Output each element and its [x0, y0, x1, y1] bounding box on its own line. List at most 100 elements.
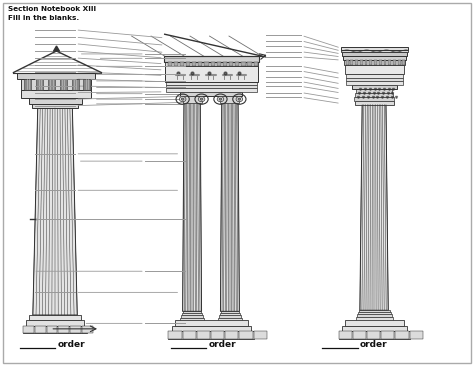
Bar	[359, 310, 390, 312]
Bar	[28, 98, 82, 104]
Bar	[23, 326, 34, 333]
Circle shape	[181, 98, 184, 100]
Bar	[344, 60, 405, 65]
Bar	[221, 311, 239, 313]
Bar	[379, 60, 382, 65]
Bar	[342, 326, 407, 331]
Bar	[24, 79, 31, 90]
Bar	[21, 90, 91, 98]
Text: order: order	[57, 340, 85, 349]
Bar	[173, 62, 178, 66]
Bar	[395, 331, 409, 339]
Bar	[180, 92, 242, 96]
Bar	[350, 60, 353, 65]
Text: Section Notebook XIII: Section Notebook XIII	[8, 6, 96, 12]
Bar	[211, 331, 224, 339]
Bar	[225, 331, 238, 339]
Bar	[182, 313, 202, 315]
Bar	[393, 60, 396, 65]
Bar	[358, 312, 391, 314]
Bar	[217, 62, 221, 66]
Bar	[355, 93, 393, 97]
Bar	[355, 101, 394, 105]
Bar	[357, 314, 392, 317]
Bar	[70, 326, 81, 333]
Bar	[83, 79, 91, 90]
Bar	[354, 97, 394, 101]
Circle shape	[198, 97, 205, 102]
Bar	[254, 331, 267, 339]
Bar	[343, 56, 406, 60]
Bar	[72, 79, 79, 90]
Bar	[356, 89, 392, 93]
Bar	[60, 79, 67, 90]
Bar	[410, 331, 423, 339]
Bar	[166, 88, 257, 92]
Bar	[180, 62, 184, 66]
Bar	[383, 60, 386, 65]
Circle shape	[200, 98, 203, 100]
Polygon shape	[360, 105, 388, 310]
Bar	[341, 49, 408, 52]
Bar	[165, 62, 258, 66]
Circle shape	[217, 97, 224, 102]
Circle shape	[179, 97, 186, 102]
Bar	[239, 331, 253, 339]
Bar	[82, 326, 93, 333]
Bar	[183, 311, 201, 313]
Bar	[356, 317, 393, 321]
Bar	[17, 72, 95, 79]
Bar	[229, 62, 233, 66]
Bar	[167, 62, 172, 66]
Bar	[180, 318, 204, 321]
Bar	[223, 62, 227, 66]
Bar	[365, 60, 367, 65]
Bar	[346, 81, 403, 85]
Bar	[355, 60, 358, 65]
Bar	[346, 74, 403, 78]
Bar	[210, 62, 215, 66]
Bar	[204, 62, 209, 66]
Text: order: order	[360, 340, 388, 349]
Polygon shape	[220, 103, 239, 311]
Circle shape	[238, 98, 241, 100]
Circle shape	[236, 97, 243, 102]
Bar	[345, 321, 404, 326]
Bar	[197, 331, 210, 339]
Bar	[29, 315, 81, 320]
Bar	[367, 331, 380, 339]
Bar	[23, 326, 87, 333]
Bar	[402, 60, 405, 65]
Bar	[174, 321, 248, 326]
Bar	[346, 60, 348, 65]
Bar	[352, 85, 397, 89]
Bar	[172, 326, 251, 331]
Bar	[181, 315, 203, 318]
Polygon shape	[33, 108, 77, 315]
Bar	[36, 79, 43, 90]
Bar	[198, 62, 202, 66]
Bar	[219, 315, 241, 318]
Polygon shape	[182, 103, 201, 311]
Bar	[182, 96, 201, 103]
Bar	[182, 331, 196, 339]
Text: order: order	[209, 340, 236, 349]
Bar	[58, 326, 69, 333]
Text: Fill in the blanks.: Fill in the blanks.	[8, 15, 79, 21]
Circle shape	[219, 98, 222, 100]
Bar	[398, 60, 401, 65]
Bar	[247, 62, 252, 66]
Bar	[345, 65, 404, 74]
Bar	[342, 52, 407, 56]
Bar	[168, 331, 255, 339]
Bar	[164, 56, 259, 62]
Bar	[254, 62, 258, 66]
Bar	[192, 62, 196, 66]
Bar	[235, 62, 239, 66]
Bar	[166, 82, 257, 85]
Bar	[360, 60, 363, 65]
Bar	[220, 313, 240, 315]
Bar	[381, 331, 394, 339]
Bar	[338, 331, 410, 339]
Bar	[338, 331, 352, 339]
